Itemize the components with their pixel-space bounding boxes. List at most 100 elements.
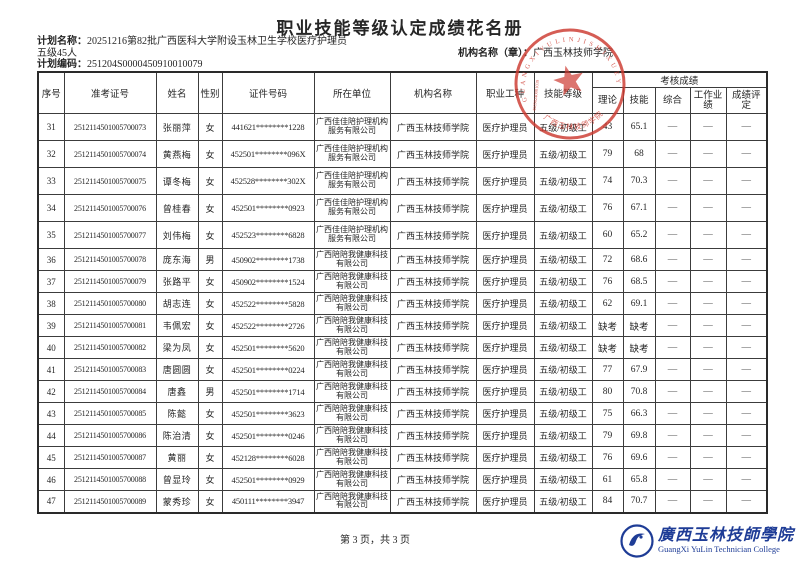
table-row: 37 2512114501005700079 张路平女 450902********1… — [37, 270, 768, 293]
cell-theory: 43 — [591, 113, 624, 141]
cell-skill: 68 — [622, 140, 656, 168]
cell-id-number: 441621********1228 — [221, 113, 315, 141]
cell-skill: 69.6 — [622, 446, 656, 469]
cell-skill: 65.1 — [622, 113, 656, 141]
cell-skill: 69.1 — [622, 292, 656, 315]
cell-org: 广西玉林技师学院 — [389, 270, 477, 293]
cell-occupation: 医疗护理员 — [475, 314, 535, 337]
cell-evaluation: — — [725, 314, 768, 337]
header-no: 序号 — [37, 71, 65, 114]
cell-gender: 女 — [197, 424, 223, 447]
cell-evaluation: — — [725, 424, 768, 447]
cell-company: 广西陪陪我健康科技有限公司 — [313, 358, 391, 381]
cell-theory: 60 — [591, 221, 624, 249]
cell-name: 唐圆圆 — [155, 358, 199, 381]
cell-work-perf: — — [689, 490, 727, 513]
cell-evaluation: — — [725, 270, 768, 293]
cell-occupation: 医疗护理员 — [475, 167, 535, 195]
cell-id-number: 452522********5828 — [221, 292, 315, 315]
cell-comprehensive: — — [654, 424, 691, 447]
cell-company: 广西佳佳陪护理机构服务有限公司 — [313, 167, 391, 195]
cell-no: 34 — [37, 194, 65, 222]
page-title: 职业技能等级认定成绩花名册 — [276, 19, 524, 38]
cell-name: 唐鑫 — [155, 380, 199, 403]
cell-work-perf: — — [689, 446, 727, 469]
cell-org: 广西玉林技师学院 — [389, 446, 477, 469]
cell-name: 黄丽 — [155, 446, 199, 469]
cell-name: 张路平 — [155, 270, 199, 293]
cell-id-number: 450111********3947 — [221, 490, 315, 513]
cell-comprehensive: — — [654, 336, 691, 359]
cell-no: 38 — [37, 292, 65, 315]
cell-theory: 76 — [591, 194, 624, 222]
cell-evaluation: — — [725, 380, 768, 403]
cell-no: 33 — [37, 167, 65, 195]
cell-level: 五级/初级工 — [533, 380, 593, 403]
cell-theory: 62 — [591, 292, 624, 315]
cell-ticket: 2512114501005700073 — [63, 113, 157, 141]
cell-id-number: 452522********2726 — [221, 314, 315, 337]
cell-evaluation: — — [725, 446, 768, 469]
header-comprehensive: 综合 — [654, 87, 691, 114]
cell-name: 陈治清 — [155, 424, 199, 447]
cell-ticket: 2512114501005700074 — [63, 140, 157, 168]
table-row: 43 2512114501005700085 陈懿女 452501********36… — [37, 402, 768, 425]
cell-skill: 67.9 — [622, 358, 656, 381]
cell-level: 五级/初级工 — [533, 248, 593, 271]
plan-info: 计划名称：20251216第82批广西医科大学附设玉林卫生学校医疗护理员 五级4… — [37, 36, 347, 71]
header-theory: 理论 — [591, 87, 624, 114]
cell-name: 胡志连 — [155, 292, 199, 315]
cell-name: 张丽萍 — [155, 113, 199, 141]
cell-no: 44 — [37, 424, 65, 447]
cell-id-number: 452523********6828 — [221, 221, 315, 249]
plan-code-line: 计划编码：251204S0000450910010079 — [37, 59, 347, 71]
cell-skill: 70.7 — [622, 490, 656, 513]
cell-comprehensive: — — [654, 248, 691, 271]
cell-gender: 女 — [197, 358, 223, 381]
cell-comprehensive: — — [654, 358, 691, 381]
cell-ticket: 2512114501005700084 — [63, 380, 157, 403]
cell-org: 广西玉林技师学院 — [389, 358, 477, 381]
header-company: 所在单位 — [313, 71, 391, 114]
plan-name-wrap: 五级45人 — [37, 47, 77, 59]
cell-evaluation: — — [725, 336, 768, 359]
cell-theory: 缺考 — [591, 336, 624, 359]
cell-theory: 缺考 — [591, 314, 624, 337]
cell-occupation: 医疗护理员 — [475, 221, 535, 249]
cell-no: 35 — [37, 221, 65, 249]
cell-level: 五级/初级工 — [533, 358, 593, 381]
cell-work-perf: — — [689, 424, 727, 447]
cell-org: 广西玉林技师学院 — [389, 490, 477, 513]
cell-company: 广西陪陪我健康科技有限公司 — [313, 292, 391, 315]
table-row: 31 2512114501005700073 张丽萍女 441621********1… — [37, 113, 768, 141]
cell-no: 42 — [37, 380, 65, 403]
cell-occupation: 医疗护理员 — [475, 490, 535, 513]
cell-work-perf: — — [689, 468, 727, 491]
cell-skill: 70.3 — [622, 167, 656, 195]
plan-name-value: 20251216第82批广西医科大学附设玉林卫生学校医疗护理员 — [87, 36, 347, 47]
cell-company: 广西陪陪我健康科技有限公司 — [313, 424, 391, 447]
cell-level: 五级/初级工 — [533, 402, 593, 425]
cell-occupation: 医疗护理员 — [475, 270, 535, 293]
cell-occupation: 医疗护理员 — [475, 380, 535, 403]
cell-work-perf: — — [689, 314, 727, 337]
cell-no: 47 — [37, 490, 65, 513]
cell-no: 43 — [37, 402, 65, 425]
cell-no: 36 — [37, 248, 65, 271]
cell-gender: 男 — [197, 380, 223, 403]
cell-level: 五级/初级工 — [533, 167, 593, 195]
cell-theory: 76 — [591, 446, 624, 469]
cell-company: 广西佳佳陪护理机构服务有限公司 — [313, 140, 391, 168]
table-row: 36 2512114501005700078 庞东海男 450902********1… — [37, 248, 768, 271]
cell-comprehensive: — — [654, 490, 691, 513]
page-number: 第 3 页，共 3 页 — [340, 535, 410, 546]
cell-occupation: 医疗护理员 — [475, 446, 535, 469]
table-header: 序号 准考证号 姓名 性别 证件号码 所在单位 机构名称 职业工种 技能等级 考… — [37, 71, 768, 114]
cell-skill: 68.6 — [622, 248, 656, 271]
cell-ticket: 2512114501005700088 — [63, 468, 157, 491]
cell-gender: 女 — [197, 292, 223, 315]
cell-work-perf: — — [689, 221, 727, 249]
header-ticket: 准考证号 — [63, 71, 157, 114]
cell-comprehensive: — — [654, 167, 691, 195]
cell-company: 广西陪陪我健康科技有限公司 — [313, 336, 391, 359]
